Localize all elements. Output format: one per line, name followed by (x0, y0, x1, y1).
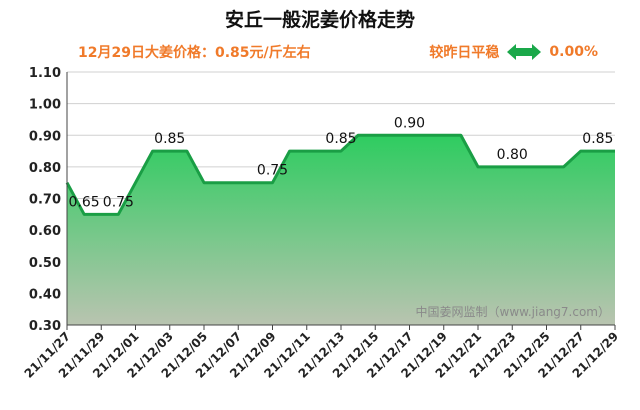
y-tick-label: 0.90 (29, 129, 61, 144)
y-tick-label: 0.30 (29, 319, 61, 334)
y-tick-label: 1.00 (29, 98, 61, 113)
series-line (65, 133, 615, 216)
y-tick-label: 0.50 (29, 256, 61, 271)
compare-box: 较昨日平稳 0.00% (429, 42, 598, 62)
y-tick-label: 1.10 (29, 66, 61, 81)
compare-value: 0.00% (549, 44, 598, 60)
watermark: 中国姜网监制（www.jiang7.com） (416, 304, 610, 319)
data-label: 0.65 (69, 194, 100, 210)
y-tick-label: 0.40 (29, 287, 61, 302)
data-label: 0.75 (257, 163, 288, 179)
data-label: 0.80 (497, 147, 528, 163)
compare-text: 较昨日平稳 (429, 45, 500, 61)
chart-title: 安丘一般泥姜价格走势 (224, 9, 415, 31)
y-tick-label: 0.60 (29, 224, 61, 239)
data-label: 0.85 (325, 131, 356, 147)
area-fill (67, 135, 615, 325)
data-label: 0.75 (103, 194, 134, 210)
price-note: 12月29日大姜价格：0.85元/斤左右 (78, 45, 311, 61)
data-label: 0.85 (154, 131, 185, 147)
double-arrow-icon (507, 44, 542, 60)
data-label: 0.90 (394, 115, 425, 131)
y-tick-label: 0.70 (29, 193, 61, 208)
data-label: 0.85 (582, 131, 613, 147)
y-tick-label: 0.80 (29, 161, 61, 176)
